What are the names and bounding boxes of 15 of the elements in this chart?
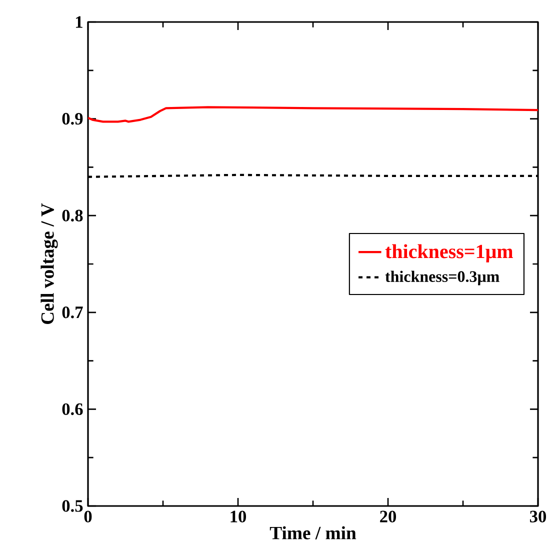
y-tick-label: 0.5 [62,500,83,512]
legend-label: thickness=0.3μm [385,270,500,286]
x-axis-title: Time / min [270,526,356,540]
y-tick-label: 0.6 [62,403,83,416]
x-tick-label: 10 [230,510,246,522]
y-tick-label: 0.9 [62,112,83,125]
x-tick-label: 0 [84,510,92,522]
legend-label: thickness=1μm [385,244,513,262]
x-tick-label: 20 [380,510,396,522]
y-axis-title: Cell voltage / V [40,203,58,324]
y-tick-label: 0.8 [62,210,83,222]
x-tick-label: 30 [530,510,546,522]
y-tick-label: 0.7 [62,306,83,318]
y-tick-label: 1 [76,16,82,28]
line-series [88,106,538,123]
